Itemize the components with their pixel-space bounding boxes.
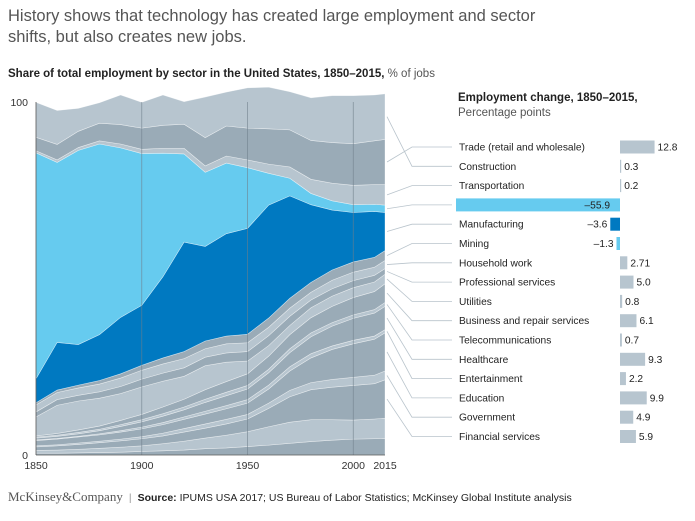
- connector-line: [386, 304, 452, 341]
- footer: McKinsey&Company | Source: IPUMS USA 2017;…: [8, 489, 572, 505]
- bar-value-label: 0.8: [625, 297, 639, 308]
- bar-category-label: Transportation: [459, 181, 524, 192]
- bar: [620, 430, 636, 443]
- bar: [616, 237, 620, 250]
- connector-line: [386, 185, 452, 196]
- x-tick-label: 1950: [236, 460, 260, 472]
- source-label: Source:: [137, 492, 177, 504]
- connector-line: [386, 204, 452, 210]
- x-tick-label: 2015: [373, 460, 397, 472]
- bar-value-label: 2.71: [630, 258, 650, 269]
- bar-value-label: –1.3: [594, 239, 614, 250]
- connector-line: [386, 317, 452, 360]
- bar-chart-title: Employment change, 1850–2015,: [458, 92, 638, 104]
- bar: [456, 198, 620, 212]
- bar-category-label: Telecommunications: [459, 336, 551, 347]
- bar: [620, 275, 634, 289]
- connector-line: [386, 223, 452, 232]
- brand-logo: McKinsey&Company: [8, 489, 123, 504]
- footer-separator: |: [128, 492, 132, 504]
- bar-category-label: Mining: [459, 239, 489, 250]
- bar-category-label: Household work: [459, 258, 533, 269]
- bar: [610, 217, 620, 231]
- bar-category-label: Manufacturing: [459, 220, 524, 231]
- chart-title: Share of total employment by sector in t…: [8, 68, 435, 80]
- y-tick-label: 100: [10, 97, 28, 109]
- bar-category-label: Trade (retail and wholesale): [459, 143, 585, 154]
- area-layer: [35, 86, 386, 456]
- bar: [620, 391, 647, 405]
- bar: [620, 140, 655, 154]
- bar-value-label: 4.9: [636, 413, 650, 424]
- x-tick-label: 1850: [24, 460, 48, 472]
- bar-value-label: 2.2: [629, 374, 643, 385]
- source-text: IPUMS USA 2017; US Bureau of Labor Stati…: [179, 492, 572, 504]
- gridline-layer: [141, 102, 354, 455]
- bar-category-label: Professional services: [459, 278, 555, 289]
- bar-category-label: Financial services: [459, 432, 540, 443]
- connector-line: [386, 243, 452, 256]
- y-tick-label: 0: [22, 450, 28, 462]
- connector-line: [386, 262, 452, 265]
- bar-value-label: 0.7: [625, 336, 639, 347]
- bar: [620, 294, 623, 308]
- headline: History shows that technology has create…: [8, 7, 536, 46]
- bar: [620, 352, 646, 366]
- connector-line: [386, 278, 452, 302]
- connector-line: [386, 271, 452, 283]
- connector-line: [386, 331, 452, 380]
- bar: [620, 179, 622, 193]
- bar-category-label: Education: [459, 393, 504, 404]
- bar-value-label: 6.1: [639, 316, 653, 327]
- bar-value-label: 5.9: [639, 432, 653, 443]
- chart-title-text: Share of total employment by sector in t…: [8, 68, 385, 80]
- bar-value-label: 5.0: [637, 278, 651, 289]
- connector-line: [386, 375, 452, 418]
- connector-line: [386, 292, 452, 322]
- connector-line: [386, 398, 452, 437]
- bar: [620, 372, 626, 386]
- chart-unit: % of jobs: [387, 68, 435, 80]
- bar-category-label: Entertainment: [459, 374, 523, 385]
- bar-value-label: 9.9: [650, 393, 664, 404]
- bar-category-label: Government: [459, 413, 515, 424]
- bar-value-label: 0.2: [624, 181, 638, 192]
- bar-category-label: Utilities: [459, 297, 492, 308]
- bar: [620, 410, 634, 424]
- bar-layer: Trade (retail and wholesale) 12.8 Construc…: [456, 140, 678, 443]
- connector-line: [386, 116, 452, 167]
- bar-value-label: 0.3: [624, 162, 638, 173]
- bar: [620, 333, 622, 347]
- bar-category-label: Construction: [459, 162, 516, 173]
- x-tick-label: 1900: [130, 460, 154, 472]
- bar: [620, 314, 637, 328]
- connector-line: [386, 146, 452, 163]
- bar: [620, 256, 628, 270]
- axis-layer: 0 100 1850 1900 1950 2000 2015: [10, 97, 396, 472]
- bar-chart-subtitle: Percentage points: [458, 107, 551, 119]
- connector-line: [386, 351, 452, 399]
- bar-value-label: 12.8: [658, 143, 678, 154]
- bar: [620, 159, 622, 173]
- bar-value-label: –55.9: [585, 200, 611, 211]
- bar-category-label: Business and repair services: [459, 316, 589, 327]
- bar-value-label: –3.6: [587, 220, 607, 231]
- x-tick-label: 2000: [342, 460, 366, 472]
- bar-category-label: Healthcare: [459, 355, 509, 366]
- connector-layer: [386, 116, 452, 437]
- bar-value-label: 9.3: [648, 355, 662, 366]
